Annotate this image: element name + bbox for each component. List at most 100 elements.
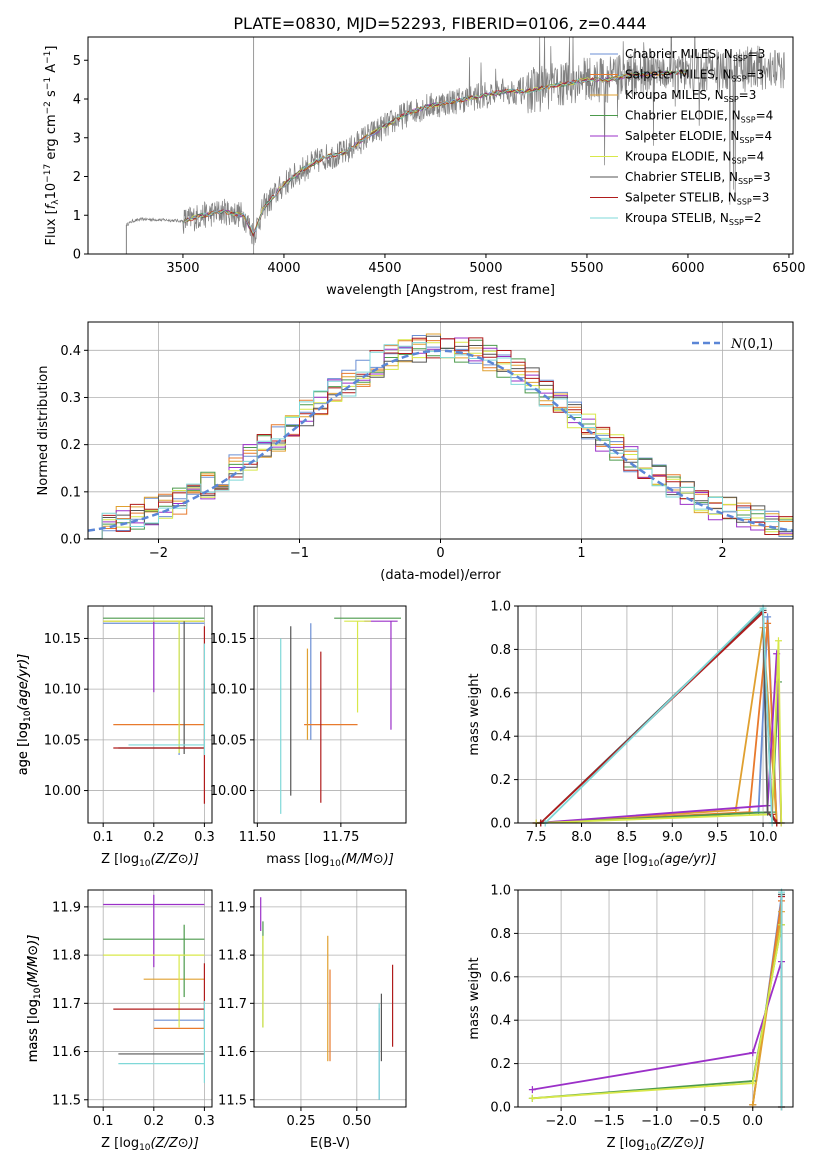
panel-massweight-vs-Z: −2.0 −1.5 −1.0 −0.5 0.0 0.0 0.2 0.4 0.6 0.8 1.0 Z […: [467, 884, 794, 1153]
y-tick-label: 10.10: [210, 683, 247, 698]
y-tick-label: 1.0: [490, 884, 511, 899]
panel-age-vs-mass: 11.50 11.75 10.00 10.05 10.10 10.15 mass [log1…: [210, 605, 407, 869]
x-tick-label: 8.0: [571, 830, 592, 845]
x-tick-label: 5500: [570, 261, 603, 276]
y-tick-label: 10.10: [44, 683, 81, 698]
series-kroupa-miles: [536, 627, 778, 824]
legend-text: Chabrier ELODIE, N: [625, 109, 741, 123]
x-tick-label: −1.5: [593, 1114, 625, 1129]
x-tick-label: 4000: [267, 261, 300, 276]
y-tick-label: 11.6: [218, 1045, 247, 1060]
axes-frame: [87, 605, 213, 824]
y-tick-label: 0.1: [60, 485, 81, 500]
histogram-kroupa-stelib: [88, 342, 793, 539]
x-tick-label: 0.3: [194, 1114, 215, 1129]
y-axis-label-part: A: [44, 64, 59, 77]
x-axis-label: E(B-V): [310, 1136, 350, 1151]
legend-value: =3: [753, 170, 771, 184]
label-part: (Z/Z⊙)]: [656, 1136, 704, 1151]
y-axis-label: mass weight: [467, 673, 482, 755]
x-tick-label: 0.1: [93, 1114, 114, 1129]
spectrum-data: [126, 37, 785, 246]
legend-text: Salpeter MILES, N: [625, 68, 732, 82]
y-axis-label: age [log10(age/yr)]: [16, 654, 33, 776]
label-part: (M/M⊙)]: [26, 935, 41, 988]
y-axis-label-part: s: [44, 90, 59, 101]
y-tick-label: 5: [73, 54, 81, 69]
panel-mass-vs-EBV: 0.25 0.50 11.5 11.6 11.7 11.8 11.9 E(B-V): [218, 889, 407, 1151]
data-point: [764, 619, 772, 627]
legend-value: =3: [748, 47, 766, 61]
series-salpeter-elodie: [536, 653, 783, 824]
label-part: Z [log: [101, 1136, 139, 1151]
label-subscript: 10: [23, 710, 33, 722]
legend-value: =4: [754, 129, 772, 143]
x-tick-label: 9.5: [707, 830, 728, 845]
label-subscript: 10: [648, 859, 660, 869]
axes-frame: [253, 889, 407, 1108]
legend-subscript: SSP: [737, 198, 752, 207]
y-tick-label: 10.05: [44, 733, 81, 748]
y-tick-label: 10.15: [210, 632, 247, 647]
label-part: (Z/Z⊙)]: [151, 852, 199, 867]
legend-args: (0,1): [742, 337, 773, 352]
label-part: Z [log: [101, 852, 139, 867]
legend-subscript: SSP: [741, 116, 756, 125]
y-axis-label: Normed distribution: [36, 366, 51, 496]
x-tick-label: 9.0: [662, 830, 683, 845]
x-axis-label: age [log10(age/yr)]: [595, 852, 717, 869]
x-tick-label: −2: [149, 546, 168, 561]
x-tick-label: 0.0: [742, 1114, 763, 1129]
y-axis-label: mass weight: [467, 957, 482, 1039]
axes-frame: [87, 889, 213, 1108]
legend-value: =4: [747, 150, 765, 164]
panel-massweight-vs-age: 7.5 8.0 8.5 9.0 9.5 10.0 0.0 0.2 0.4 0.6 0.8 1.0 age…: [467, 600, 794, 869]
legend-value: =4: [756, 109, 774, 123]
label-part: mass [log: [26, 999, 41, 1062]
y-tick-label: 0.0: [60, 533, 81, 548]
y-tick-label: 0.4: [60, 344, 81, 359]
axes-frame: [87, 36, 794, 255]
x-tick-label: 0.2: [143, 830, 164, 845]
label-part: mass [log: [266, 852, 329, 867]
x-tick-label: 0: [436, 546, 444, 561]
legend-subscript: SSP: [732, 157, 747, 166]
x-tick-label: −0.5: [689, 1114, 721, 1129]
label-part: (M/M⊙)]: [26, 935, 41, 988]
x-tick-label: 5000: [469, 261, 502, 276]
y-tick-label: 0.3: [60, 391, 81, 406]
y-tick-label: 11.6: [52, 1045, 81, 1060]
label-subscript: 10: [329, 859, 341, 869]
legend-entry: N(0,1): [730, 337, 773, 352]
y-tick-label: 10.00: [44, 784, 81, 799]
x-tick-label: 10.0: [749, 830, 778, 845]
x-axis-label: Z [log10(Z/Z⊙)]: [101, 852, 199, 869]
normal-curve: [88, 349, 793, 532]
y-axis-label: mass [log10(M/M⊙)]: [26, 935, 43, 1063]
x-axis-label: wavelength [Angstrom, rest frame]: [326, 283, 555, 298]
legend-text: Chabrier STELIB, N: [625, 170, 738, 184]
legend-entry: Chabrier MILES, NSSP=3: [625, 47, 765, 63]
y-axis-label-part: −17: [43, 164, 53, 183]
legend-entry: Kroupa MILES, NSSP=3: [625, 88, 756, 104]
model-fit: [182, 69, 688, 238]
y-tick-label: 10.00: [210, 784, 247, 799]
legend-entry: Kroupa STELIB, NSSP=2: [625, 211, 762, 227]
data-point: [764, 613, 772, 621]
y-tick-label: 0.2: [490, 1057, 511, 1072]
legend-value: =3: [752, 191, 770, 205]
x-tick-label: 6500: [772, 261, 805, 276]
series-kroupa-elodie: [536, 640, 783, 824]
y-tick-label: 0.4: [490, 1014, 511, 1029]
x-tick-label: 11.75: [322, 830, 359, 845]
x-tick-label: −2.0: [545, 1114, 577, 1129]
y-tick-label: 11.5: [218, 1093, 247, 1108]
legend-value: =3: [739, 88, 757, 102]
legend-text: Chabrier MILES, N: [625, 47, 733, 61]
x-tick-label: 0.25: [286, 1114, 315, 1129]
y-axis-label-part: Flux [: [44, 209, 59, 245]
label-subscript: 10: [23, 710, 33, 722]
legend-text: Kroupa ELODIE, N: [625, 150, 732, 164]
